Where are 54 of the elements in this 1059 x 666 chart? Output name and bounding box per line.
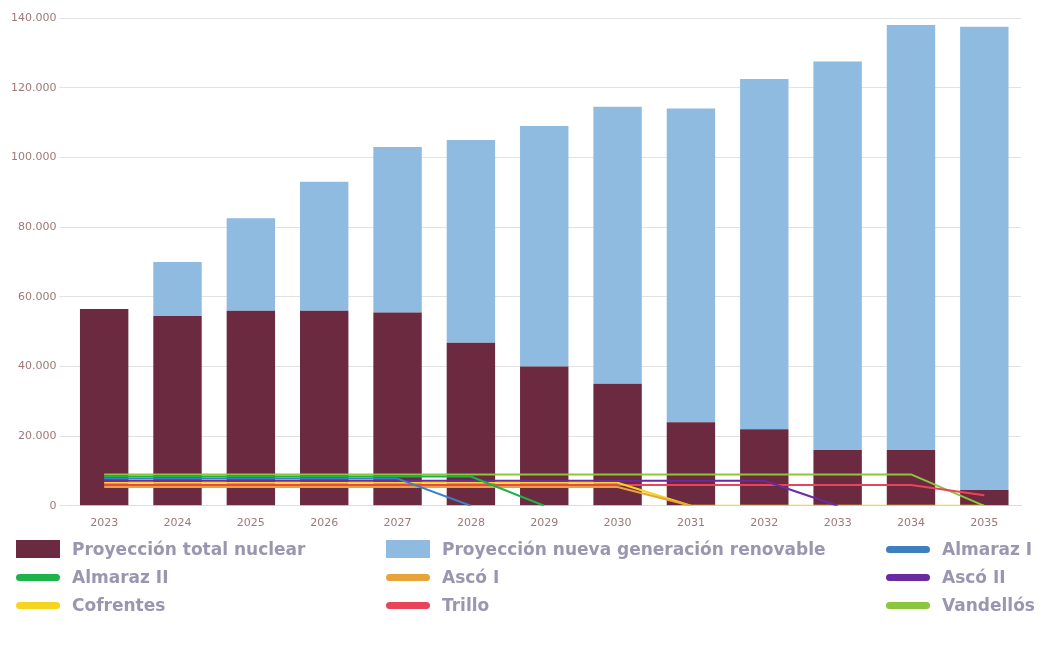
legend-label: Proyección total nuclear <box>72 539 306 559</box>
x-tick-label: 2033 <box>823 516 852 530</box>
bar <box>666 108 716 423</box>
bar <box>153 261 202 316</box>
bar <box>446 139 496 343</box>
bar <box>666 422 716 506</box>
x-tick-label: 2029 <box>530 516 559 530</box>
bar <box>226 218 276 311</box>
bar <box>593 106 642 384</box>
bar <box>886 24 936 451</box>
legend-label: Ascó I <box>442 567 500 587</box>
y-tick-label: 80.000 <box>17 219 57 233</box>
y-tick-label: 100.000 <box>10 150 57 164</box>
legend-label: Almaraz II <box>72 567 169 587</box>
x-tick-label: 2032 <box>750 516 779 530</box>
x-tick-label: 2024 <box>163 516 192 530</box>
legend-label: Almaraz I <box>942 539 1033 559</box>
x-tick-label: 2027 <box>383 516 412 530</box>
bar <box>813 61 862 451</box>
bar <box>373 312 422 506</box>
x-tick-label: 2025 <box>236 516 265 530</box>
x-tick-label: 2030 <box>603 516 632 530</box>
y-tick-label: 140.000 <box>10 10 57 24</box>
bar <box>373 146 422 313</box>
legend-label: Cofrentes <box>72 595 166 615</box>
y-tick-label: 120.000 <box>10 80 57 94</box>
bar <box>300 310 349 506</box>
bar <box>226 310 276 506</box>
x-tick-label: 2028 <box>456 516 485 530</box>
y-tick-label: 40.000 <box>17 359 57 373</box>
bar <box>740 78 789 430</box>
x-tick-label: 2035 <box>970 516 999 530</box>
bar <box>740 429 789 506</box>
bar <box>520 366 569 506</box>
bar <box>520 126 569 367</box>
bar <box>446 342 496 506</box>
y-tick-label: 20.000 <box>17 428 57 442</box>
bar <box>593 383 642 506</box>
bar <box>960 26 1009 491</box>
bar <box>79 308 129 506</box>
y-tick-label: 60.000 <box>17 289 57 303</box>
y-tick-label: 0 <box>49 498 57 512</box>
x-tick-label: 2031 <box>676 516 705 530</box>
legend-label: Ascó II <box>942 567 1006 587</box>
legend-label: Proyección nueva generación renovable <box>442 539 826 559</box>
bar <box>300 181 349 311</box>
x-tick-label: 2023 <box>90 516 119 530</box>
bar <box>813 450 862 506</box>
x-tick-label: 2034 <box>896 516 925 530</box>
legend-label: Vandellós <box>942 595 1035 615</box>
legend-label: Trillo <box>442 595 490 615</box>
bar <box>153 315 202 506</box>
bar <box>886 450 936 506</box>
x-tick-label: 2026 <box>310 516 339 530</box>
